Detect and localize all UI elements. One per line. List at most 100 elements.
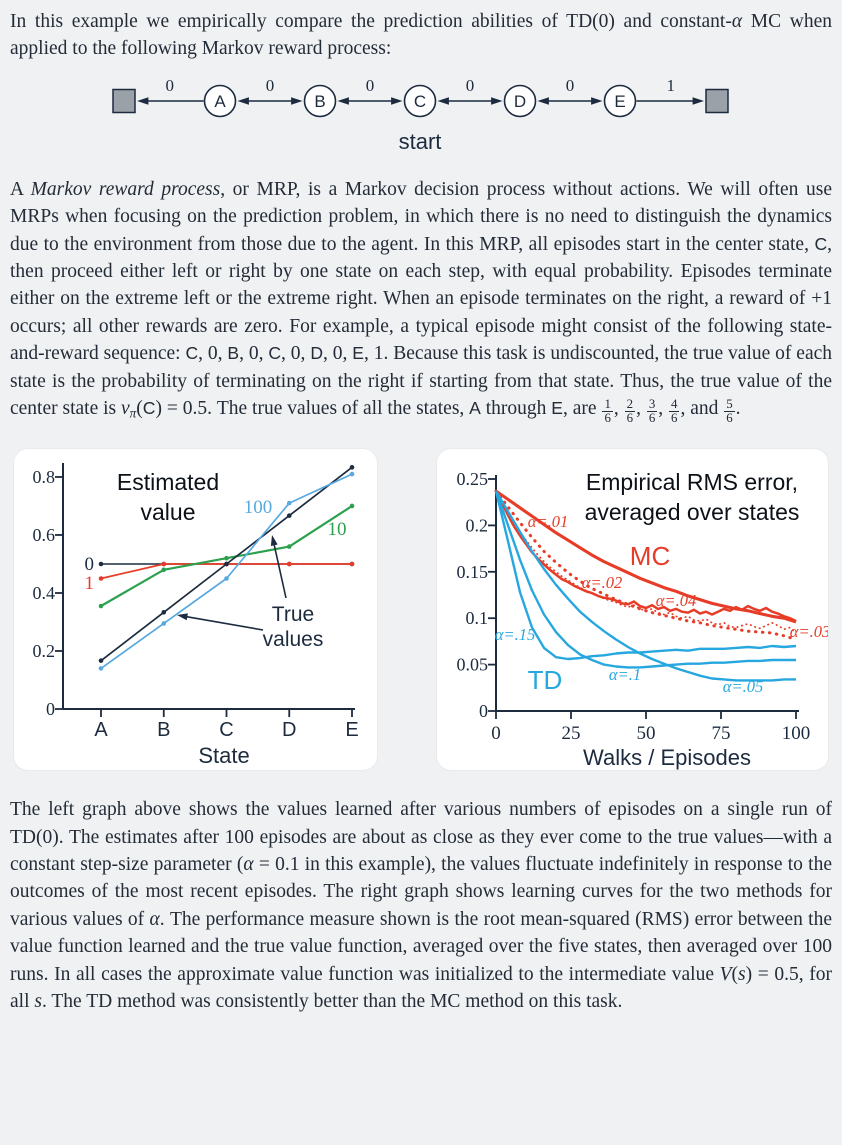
annotation-1: 1	[85, 573, 95, 594]
annotation-100: 100	[244, 497, 273, 518]
marker-100-3	[286, 500, 292, 506]
x-tick-label-50: 50	[637, 723, 656, 744]
arrowhead-right-4	[591, 97, 603, 105]
marker-True values-4	[349, 465, 355, 470]
mrp-diagram: A B C D E 0 0 0 0 0 1 start	[112, 76, 729, 154]
annotation-MC: MC	[630, 541, 670, 571]
arrowhead-left-0	[137, 97, 149, 105]
annotation-arrowhead-1	[177, 613, 188, 621]
state-label-A: A	[214, 92, 226, 111]
annotation-α=.05: α=.05	[723, 677, 763, 696]
y-tick-label-0.2: 0.2	[33, 641, 56, 661]
state-node-B	[303, 84, 337, 118]
annotation-0: 0	[85, 554, 95, 575]
annotation-α=.02: α=.02	[582, 573, 622, 592]
marker-1-3	[286, 561, 292, 567]
marker-10-2	[224, 556, 229, 561]
state-label-E: E	[614, 92, 625, 111]
y-tick-label-0.1: 0.1	[466, 608, 489, 628]
arrowhead-right-1	[291, 97, 303, 105]
y-tick-label-0.4: 0.4	[33, 583, 56, 603]
marker-1-1	[161, 561, 167, 567]
reward-label-2: 0	[366, 77, 375, 95]
y-tick-label-0.6: 0.6	[33, 525, 56, 545]
state-node-D	[503, 84, 537, 118]
x-tick-label-C: C	[219, 719, 233, 741]
y-tick-label-0.05: 0.05	[457, 655, 489, 675]
series-MC α=.03	[495, 490, 797, 635]
rms-error-card: 0 0.05 0.1 0.15 0.2 0.25 0 25 50 75 100 Walks / Epi…	[437, 449, 830, 771]
x-axis-title: Walks / Episodes	[583, 745, 751, 770]
x-tick-label-A: A	[94, 719, 108, 741]
y-tick-label-0.2: 0.2	[466, 516, 489, 536]
marker-100-2	[224, 576, 229, 581]
marker-100-0	[98, 666, 104, 671]
annotation-arrow-line-0	[272, 540, 287, 599]
chart-title-line-1: Empirical RMS error,	[586, 469, 798, 495]
arrowhead-left-2	[337, 97, 349, 105]
marker-1-0	[98, 576, 104, 581]
x-tick-label-100: 100	[782, 723, 811, 744]
chart-title-line-2: value	[141, 499, 196, 525]
x-tick-label-E: E	[345, 719, 358, 741]
x-tick-label-D: D	[282, 719, 296, 741]
marker-True values-0	[98, 658, 104, 664]
reward-label-3: 0	[466, 77, 475, 95]
mrp-paragraph: A Markov reward process, or MRP, is a Ma…	[10, 178, 833, 426]
reward-label-0: 0	[166, 77, 175, 95]
series-TD α=.15	[494, 490, 797, 661]
arrowhead-left-4	[537, 97, 549, 105]
annotation-TD: TD	[528, 665, 563, 695]
y-tick-label-0.15: 0.15	[457, 562, 489, 582]
state-node-C	[403, 84, 437, 118]
estimated-value-chart: 00.20.40.60.8A B C D EStateEstimatedvalue011…	[33, 463, 359, 768]
state-label-D: D	[514, 92, 526, 111]
y-tick-label-0: 0	[46, 699, 55, 719]
x-tick-label-25: 25	[562, 723, 581, 744]
reward-label-4: 0	[566, 77, 575, 95]
marker-True values-1	[161, 610, 167, 615]
reward-label-1: 0	[266, 77, 275, 95]
arrowhead-right-2	[391, 97, 403, 105]
mrp-diagram-container: A B C D E 0 0 0 0 0 1 start	[0, 76, 842, 162]
marker-10-1	[161, 567, 167, 573]
annotation-arrowhead-0	[270, 535, 278, 547]
marker-100-1	[161, 621, 167, 626]
charts-row: 0 0.2 0.4 0.6 0.8 A B C D E State Estimated value 0 1 1…	[14, 449, 830, 771]
arrowhead-right-3	[491, 97, 503, 105]
marker-1-4	[349, 561, 355, 567]
series-TD α=.05	[494, 490, 796, 682]
x-tick-label-0: 0	[491, 723, 501, 744]
annotation-α=.04: α=.04	[656, 591, 696, 610]
y-tick-label-0.25: 0.25	[457, 469, 489, 489]
x-tick-label-75: 75	[712, 723, 731, 744]
estimated-value-card: 0 0.2 0.4 0.6 0.8 A B C D E State Estimated value 0 1 1…	[14, 449, 377, 771]
annotation-α=.03: α=.03	[790, 622, 828, 641]
marker-10-3	[286, 544, 292, 550]
series-TD α=.1	[494, 490, 796, 669]
x-axis-title: State	[198, 743, 249, 768]
annotation-α=.1: α=.1	[609, 665, 641, 684]
arrowhead-left-3	[437, 97, 449, 105]
arrowhead-left-1	[237, 97, 249, 105]
marker-0-0	[98, 561, 104, 567]
state-node-E	[603, 84, 637, 118]
annotation-arrow-line-1	[182, 615, 264, 631]
marker-10-4	[349, 503, 355, 509]
chart-title-line-2: averaged over states	[585, 499, 800, 525]
arrowhead-right-5	[692, 97, 704, 105]
reward-label-5: 1	[667, 77, 676, 95]
annotation-10: 10	[328, 519, 347, 540]
annotation-values: values	[263, 628, 324, 651]
annotation-α=.01: α=.01	[528, 512, 568, 531]
annotation-True: True	[272, 603, 314, 626]
marker-True values-3	[286, 513, 292, 519]
chart-title-line-1: Estimated	[117, 469, 219, 495]
state-label-B: B	[314, 92, 325, 111]
